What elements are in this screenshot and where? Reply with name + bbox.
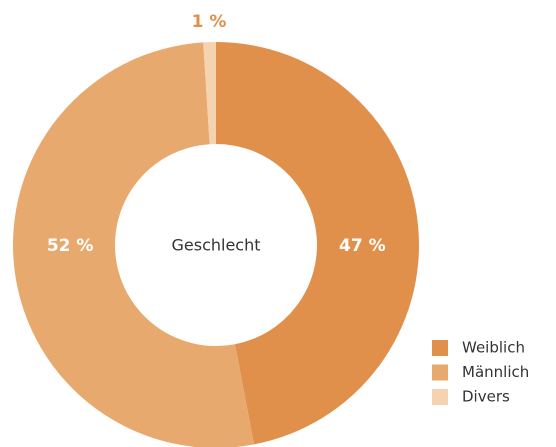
- legend-swatch: [432, 364, 448, 381]
- slice: [13, 42, 255, 447]
- legend-swatch: [432, 340, 448, 356]
- legend-label: Männlich: [462, 363, 529, 381]
- legend-label: Weiblich: [462, 339, 525, 357]
- value-label: 47 %: [339, 236, 386, 256]
- slice: [216, 42, 419, 445]
- legend-swatch: [432, 389, 448, 405]
- center-label: Geschlecht: [171, 236, 260, 255]
- value-label: 1 %: [192, 12, 227, 32]
- legend-label: Divers: [462, 388, 510, 406]
- slice: [203, 42, 216, 145]
- value-label: 52 %: [47, 236, 94, 256]
